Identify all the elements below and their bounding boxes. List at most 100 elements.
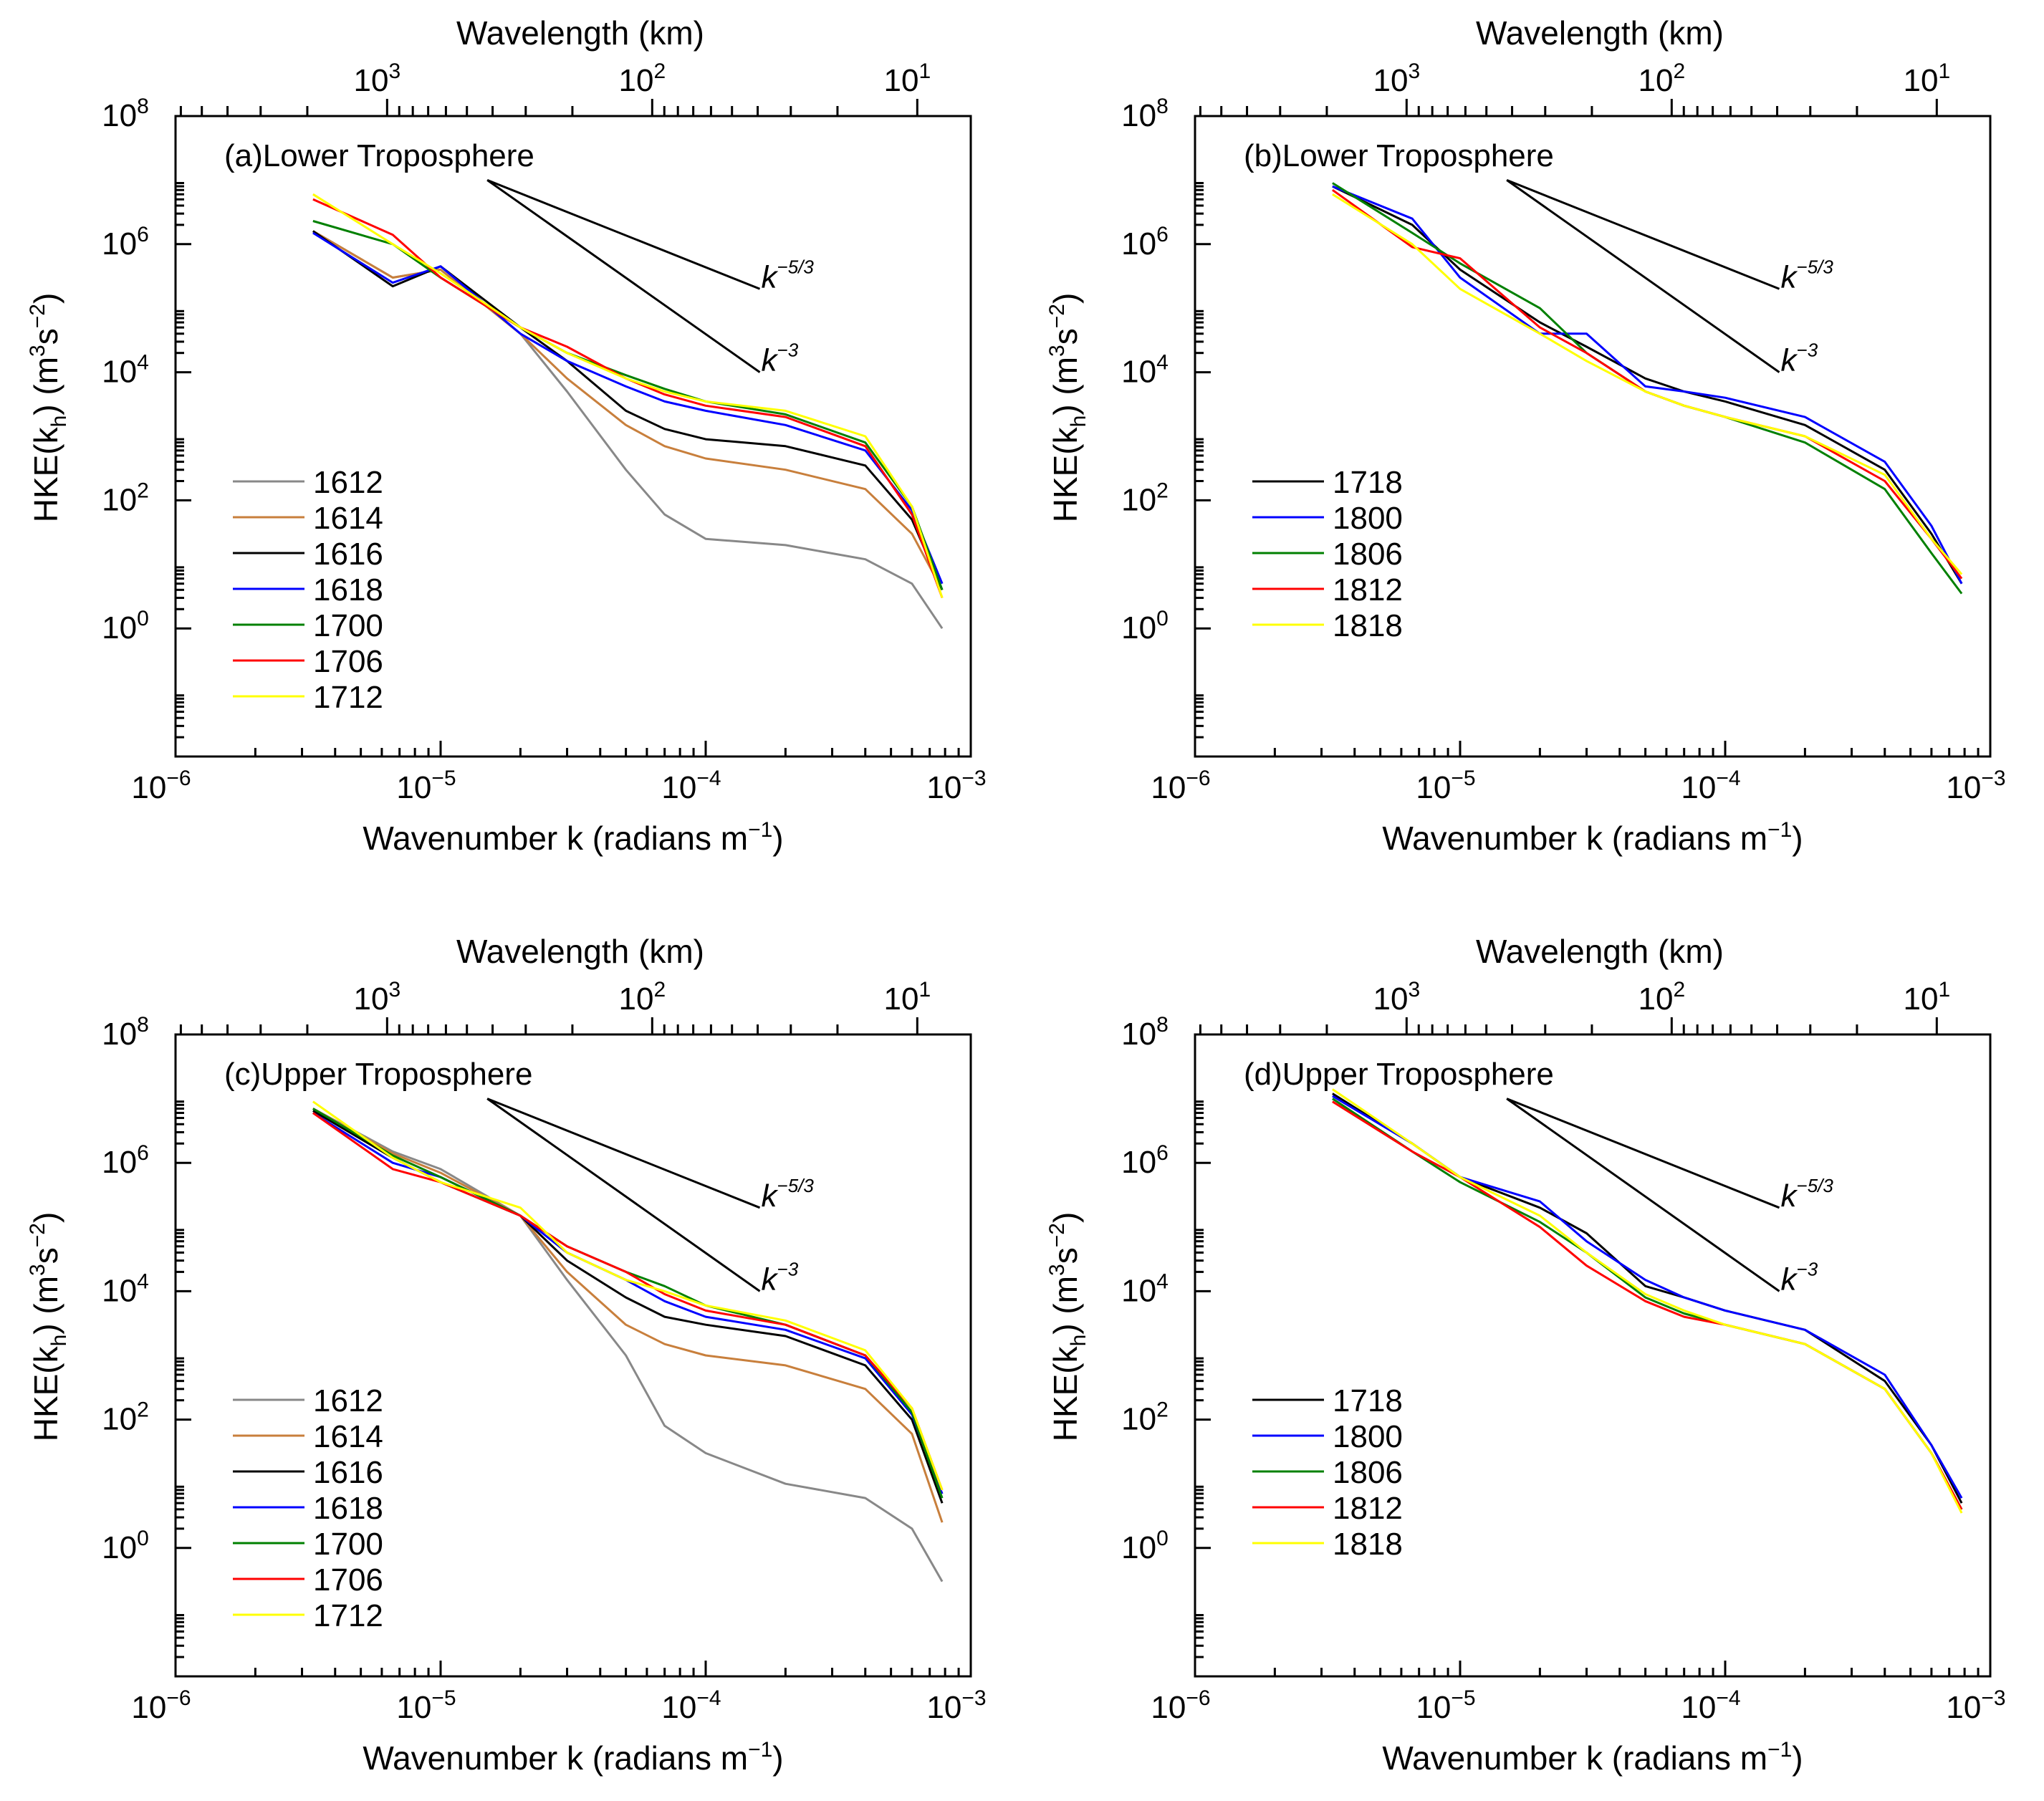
y-label-sup: −2 xyxy=(1045,1223,1069,1247)
top-tick-base: 10 xyxy=(619,63,654,98)
x-tick-exp: −6 xyxy=(166,1686,191,1710)
slope-line-k3 xyxy=(486,1098,761,1292)
x-tick-exp: −4 xyxy=(696,1686,721,1710)
x-tick-label: 10−6 xyxy=(1151,1686,1210,1725)
x-axis-label-exp: −1 xyxy=(748,818,772,842)
slope-label-exp: −5/3 xyxy=(777,1175,815,1196)
legend-label: 1612 xyxy=(313,465,383,500)
legend-label: 1614 xyxy=(313,501,383,536)
x-tick-label: 10−5 xyxy=(1416,767,1475,805)
series-line-1812 xyxy=(1332,188,1963,580)
legend-label-text: 1706 xyxy=(313,1562,383,1598)
x-tick-base: 10 xyxy=(396,1690,431,1725)
legend-label: 1706 xyxy=(313,1562,383,1598)
x-axis-label-close: ) xyxy=(1792,820,1803,857)
y-label-part: HKE(k xyxy=(27,1345,64,1441)
y-label-sub: h xyxy=(1067,416,1090,428)
series-line-1618 xyxy=(312,231,944,585)
series-line-1712 xyxy=(312,1100,944,1491)
legend-label-text: 1812 xyxy=(1333,1491,1403,1526)
legend-label: 1812 xyxy=(1333,1491,1403,1526)
y-label-part: s xyxy=(27,328,64,345)
slope-line-k3 xyxy=(1506,179,1780,373)
x-tick-exp: −3 xyxy=(961,1686,986,1710)
slope-label-base: k xyxy=(762,1262,779,1297)
x-tick-exp: −6 xyxy=(166,767,191,790)
x-tick-label: 10−5 xyxy=(396,1686,456,1725)
y-tick-label: 104 xyxy=(102,351,149,390)
legend-label-text: 1612 xyxy=(313,1383,383,1418)
y-tick-label: 104 xyxy=(1121,1269,1169,1308)
slope-label-k53: k−5/3 xyxy=(762,1175,815,1214)
series-line-1800 xyxy=(1332,185,1963,585)
top-tick-label: 101 xyxy=(884,978,931,1017)
y-tick-label: 106 xyxy=(1121,223,1169,261)
y-label-part: s xyxy=(27,1247,64,1264)
x-axis-label-exp: −1 xyxy=(748,1738,772,1762)
y-tick-label: 106 xyxy=(102,223,149,261)
legend-label: 1618 xyxy=(313,1491,383,1526)
x-tick-exp: −4 xyxy=(1716,1686,1740,1710)
slope-label-k53: k−5/3 xyxy=(1781,256,1834,294)
y-tick-label: 102 xyxy=(102,479,149,517)
top-tick-exp: 3 xyxy=(1408,59,1420,83)
legend-label-text: 1712 xyxy=(313,680,383,715)
legend-label: 1616 xyxy=(313,1455,383,1490)
top-tick-label: 103 xyxy=(1373,59,1421,98)
top-tick-base: 10 xyxy=(619,981,654,1017)
y-label-part: ) xyxy=(27,293,64,304)
top-tick-base: 10 xyxy=(1373,63,1409,98)
y-tick-exp: 2 xyxy=(1156,479,1169,502)
slope-label-exp: −3 xyxy=(777,340,799,361)
y-tick-base: 10 xyxy=(1121,355,1156,390)
y-tick-base: 10 xyxy=(102,482,137,517)
legend-label: 1806 xyxy=(1333,1455,1403,1490)
y-label-sub: h xyxy=(47,416,71,428)
x-tick-base: 10 xyxy=(131,770,166,805)
y-tick-base: 10 xyxy=(1121,1017,1156,1052)
slope-line-k53 xyxy=(1506,179,1780,290)
series-line-1612 xyxy=(312,1108,944,1583)
x-tick-exp: −5 xyxy=(1451,1686,1475,1710)
legend-label-text: 1612 xyxy=(313,465,383,500)
legend-label: 1700 xyxy=(313,608,383,643)
y-tick-label: 104 xyxy=(1121,351,1169,390)
series-line-1700 xyxy=(312,220,944,590)
y-tick-exp: 4 xyxy=(137,351,149,375)
y-label-part: HKE(k xyxy=(27,426,64,522)
series-line-1614 xyxy=(312,1108,944,1523)
y-tick-base: 10 xyxy=(1121,1145,1156,1180)
x-tick-exp: −6 xyxy=(1186,767,1210,790)
y-tick-base: 10 xyxy=(102,610,137,645)
slope-line-k3 xyxy=(486,179,761,373)
top-tick-base: 10 xyxy=(1904,981,1939,1017)
legend-label-text: 1706 xyxy=(313,644,383,679)
y-label-sup: −2 xyxy=(26,304,49,328)
x-axis-label-main: Wavenumber k (radians m xyxy=(1382,1739,1767,1777)
legend-label-text: 1700 xyxy=(313,608,383,643)
legend-label: 1618 xyxy=(313,572,383,607)
top-axis-label: Wavelength (km) xyxy=(456,933,704,970)
top-tick-label: 103 xyxy=(354,59,401,98)
y-tick-base: 10 xyxy=(1121,482,1156,517)
x-tick-label: 10−4 xyxy=(661,1686,721,1725)
slope-label-k3: k−3 xyxy=(1781,1258,1818,1297)
legend-label-text: 1614 xyxy=(313,1419,383,1454)
x-tick-label: 10−3 xyxy=(1946,1686,2005,1725)
legend-label-text: 1806 xyxy=(1333,1455,1403,1490)
y-tick-label: 108 xyxy=(1121,1013,1169,1052)
x-tick-label: 10−3 xyxy=(926,1686,986,1725)
y-label-part: ) (m xyxy=(27,1276,64,1335)
x-tick-exp: −4 xyxy=(1716,767,1740,790)
slope-label-exp: −3 xyxy=(1797,340,1818,361)
y-tick-base: 10 xyxy=(1121,1530,1156,1565)
y-tick-exp: 4 xyxy=(1156,351,1169,375)
x-tick-base: 10 xyxy=(1681,770,1716,805)
series-line-1616 xyxy=(312,230,944,590)
slope-label-k3: k−3 xyxy=(762,1258,799,1297)
y-tick-exp: 2 xyxy=(137,479,149,502)
x-tick-base: 10 xyxy=(1681,1690,1716,1725)
